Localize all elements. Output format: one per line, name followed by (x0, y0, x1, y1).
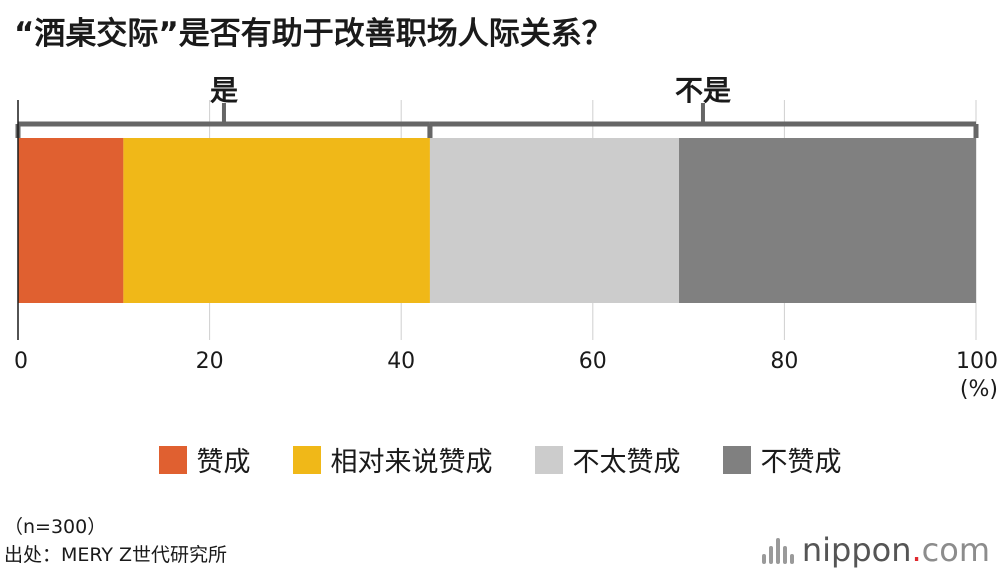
bar-segment-3 (679, 138, 976, 303)
stacked-bar-chart: 是 不是 0 20 40 60 80 100 (%) (14, 74, 998, 402)
x-tick-label-0: 0 (14, 349, 28, 374)
x-tick-label-3: 60 (579, 349, 607, 374)
group-label-1: 不是 (675, 74, 731, 107)
logo-text-dot: . (911, 531, 922, 569)
x-tick-label-4: 80 (770, 349, 798, 374)
bar-segment-1 (123, 138, 430, 303)
legend-label-0: 赞成 (196, 447, 251, 478)
legend-swatch-3 (722, 445, 751, 474)
logo-text-suffix: com (921, 531, 990, 569)
bar-segment-2 (429, 138, 680, 303)
legend-item-3: 不赞成 (722, 440, 842, 479)
logo-bars-icon (761, 536, 794, 564)
legend-label-2: 不太赞成 (572, 447, 681, 478)
legend-swatch-1 (292, 445, 321, 474)
legend-label-3: 不赞成 (760, 447, 842, 478)
legend: 赞成 相对来说赞成 不太赞成 不赞成 (0, 440, 1000, 479)
bar-segment-0 (18, 138, 124, 303)
legend-label-1: 相对来说赞成 (330, 447, 493, 478)
legend-item-1: 相对来说赞成 (292, 440, 493, 479)
x-tick-label-5: 100 (956, 349, 998, 374)
x-tick-label-1: 20 (196, 349, 224, 374)
source-note: 出处：MERY Z世代研究所 (4, 544, 228, 566)
sample-size-note: （n=300） (4, 516, 107, 538)
group-label-0: 是 (210, 74, 238, 107)
nippon-logo: nippon. com (761, 531, 990, 569)
legend-item-0: 赞成 (158, 440, 251, 479)
x-unit-label: (%) (960, 377, 998, 402)
x-tick-label-2: 40 (387, 349, 415, 374)
logo-text-name: nippon (801, 531, 912, 569)
legend-item-2: 不太赞成 (534, 440, 681, 479)
chart-title: “酒桌交际”是否有助于改善职场人际关系？ (14, 16, 613, 52)
legend-swatch-0 (158, 445, 187, 474)
legend-swatch-2 (534, 445, 563, 474)
